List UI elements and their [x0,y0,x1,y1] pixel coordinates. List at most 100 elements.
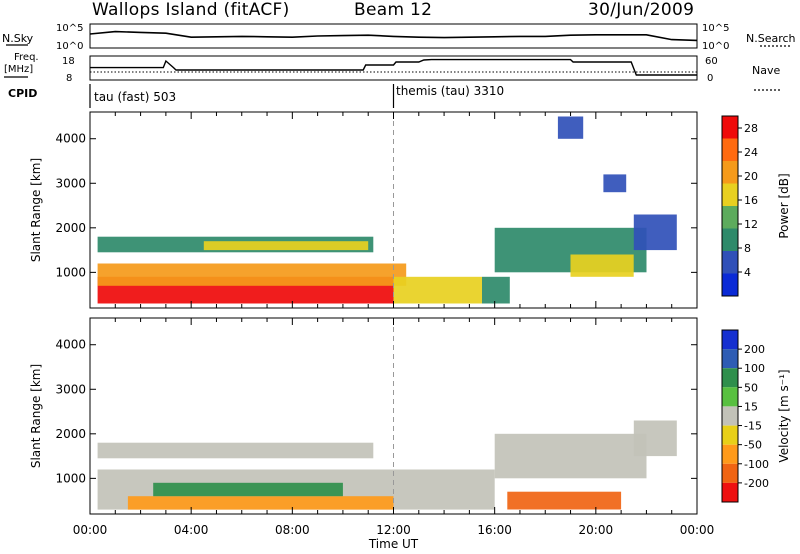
velocity-colorbar-label-0: 200 [744,343,765,356]
power-colorbar-frame [721,115,739,297]
velocity-colorbar-label-5: -50 [744,439,762,452]
velocity-colorbar-cell-7 [722,463,738,483]
power-colorbar-label-6: 28 [744,122,758,135]
freq-tick-right-high: 60 [705,56,718,67]
power-colorbar-label-2: 12 [744,218,758,231]
power-region-2 [393,276,482,304]
date-title: 30/Jun/2009 [588,0,695,20]
xtick-label-3: 12:00 [376,523,411,537]
noise-sky-line [89,30,698,42]
velocity-ytick-label-3: 4000 [55,338,86,352]
noise-tick-left-low: 10^0 [56,41,83,52]
power-region-3 [482,276,510,304]
velocity-region-2 [153,482,343,497]
power-region-8 [633,214,677,251]
xtick-label-5: 20:00 [579,523,614,537]
beam-title: Beam 12 [354,0,433,20]
velocity-colorbar-label-4: -15 [744,420,762,433]
velocity-region-5 [633,420,677,457]
velocity-colorbar-cell-8 [722,482,738,502]
power-colorbar-label-4: 20 [744,170,758,183]
power-ytick-label-2: 3000 [55,176,86,190]
power-colorbar-cell-3 [722,206,738,229]
velocity-region-4 [494,433,647,479]
velocity-panel: 1000 2000 3000 4000 Slant Range [km] [29,317,698,515]
freq-line [90,58,697,76]
power-colorbar-label-3: 16 [744,194,758,207]
noise-panel: 10^5 10^0 10^5 10^0 [6,23,790,52]
power-ylabel: Slant Range [km] [29,158,43,262]
power-colorbar-cell-2 [722,228,738,251]
cpid-segment-2: themis (tau) 3310 [396,84,505,98]
velocity-colorbar-frame [721,329,739,503]
freq-frame [89,55,698,81]
power-ytick-label-0: 1000 [55,265,86,279]
velocity-ytick-label-0: 1000 [55,471,86,485]
freq-label-line2: [MHz] [4,64,34,75]
freq-tick-left-low: 8 [66,73,72,84]
velocity-region-6 [507,491,622,510]
xtick-label-4: 16:00 [477,523,512,537]
velocity-colorbar-cell-2 [722,368,738,388]
velocity-ylabel: Slant Range [km] [29,364,43,468]
power-ytick-label-1: 2000 [55,221,86,235]
velocity-colorbar-cell-3 [722,387,738,407]
power-colorbar-cell-4 [722,183,738,206]
power-colorbar-label-0: 4 [744,266,751,279]
velocity-ytick-label-1: 2000 [55,427,86,441]
axes-labels: 00:00 04:00 08:00 12:00 16:00 20:00 00:00 Time … [73,523,715,551]
cpid-label: CPID [8,87,38,100]
velocity-colorbar-cell-1 [722,349,738,369]
power-colorbar: 4 8 12 16 20 24 28 Power [dB] [721,115,791,297]
power-colorbar-label-5: 24 [744,146,758,159]
velocity-region-1 [127,496,394,510]
xtick-label-2: 08:00 [275,523,310,537]
power-panel: 1000 2000 3000 4000 Slant Range [km] [29,111,698,309]
nave-label: Nave [752,64,781,77]
noise-tick-left-high: 10^5 [56,23,83,34]
station-title: Wallops Island (fitACF) [92,0,290,20]
power-region-10 [557,116,584,139]
nsearch-label: N.Search [746,32,796,45]
velocity-colorbar-cell-4 [722,406,738,426]
power-ytick-label-3: 4000 [55,132,86,146]
noise-frame [89,23,698,49]
velocity-colorbar-label-2: 50 [744,381,758,394]
velocity-colorbar-label-7: -200 [744,477,769,490]
velocity-colorbar: 200 100 50 15 -15 -50 -100 -200 Velocity [m s⁻¹] [721,329,791,503]
xtick-label-0: 00:00 [73,523,108,537]
velocity-colorbar-label-6: -100 [744,458,769,471]
power-colorbar-label-1: 8 [744,242,751,255]
noise-tick-right-high: 10^5 [702,23,729,34]
velocity-region-3 [97,442,374,459]
power-region-9 [603,174,627,193]
velocity-colorbar-title: Velocity [m s⁻¹] [777,369,791,462]
cpid-panel [89,84,395,108]
xtick-label-6: 00:00 [680,523,715,537]
cpid-segment-1: tau (fast) 503 [94,90,177,104]
power-colorbar-cell-0 [722,273,738,296]
xtick-label-1: 04:00 [174,523,209,537]
noise-tick-right-low: 10^0 [702,41,729,52]
frequency-panel: 18 8 60 0 [4,55,780,91]
power-colorbar-title: Power [dB] [777,173,791,238]
nsky-label: N.Sky [2,32,34,45]
velocity-colorbar-cell-5 [722,425,738,445]
power-colorbar-cell-6 [722,138,738,161]
power-colorbar-cell-5 [722,161,738,184]
power-region-5 [203,241,369,251]
power-region-7 [570,254,634,277]
power-region-1 [97,263,407,286]
velocity-colorbar-cell-0 [722,330,738,350]
velocity-colorbar-label-1: 100 [744,362,765,375]
freq-tick-right-low: 0 [707,73,713,84]
freq-label-line1: Freq. [14,52,39,63]
x-axis-label: Time UT [368,537,419,551]
power-colorbar-cell-7 [722,116,738,139]
velocity-ytick-label-2: 3000 [55,382,86,396]
power-colorbar-cell-1 [722,251,738,274]
velocity-colorbar-cell-6 [722,444,738,464]
velocity-colorbar-label-3: 15 [744,400,758,413]
freq-tick-left-high: 18 [62,56,75,67]
